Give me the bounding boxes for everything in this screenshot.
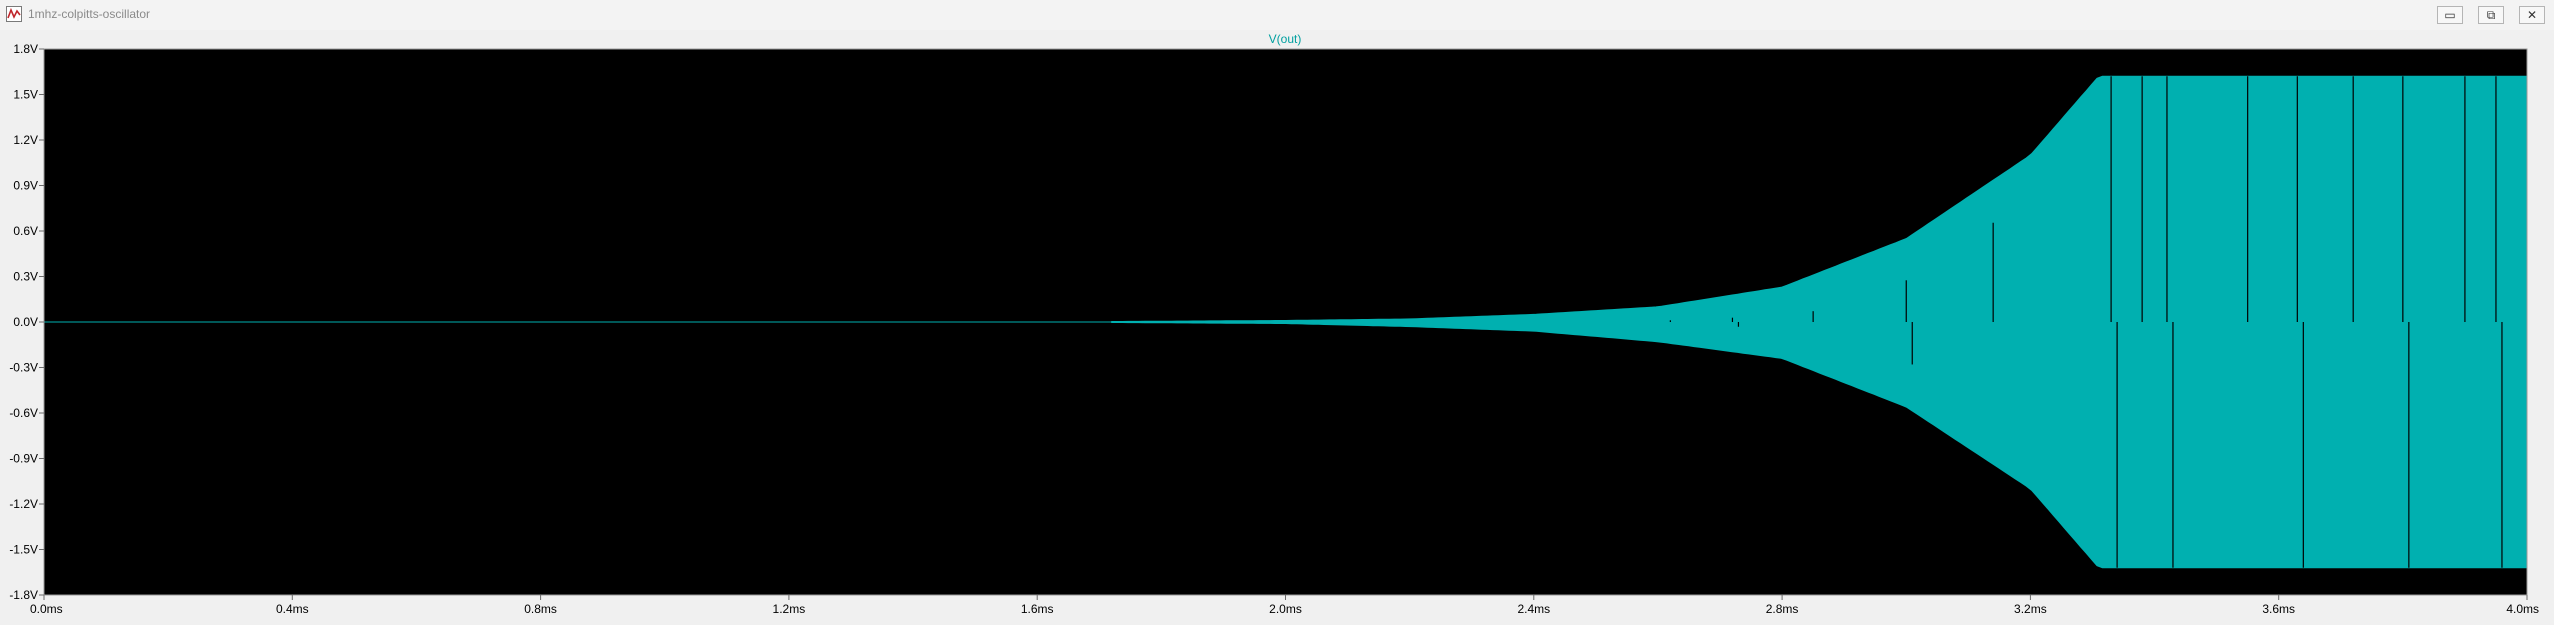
y-tick-label: 0.3V (13, 270, 38, 284)
y-tick-label: 1.8V (13, 42, 38, 56)
restore-button[interactable]: ⧉ (2478, 6, 2504, 24)
y-tick-label: 1.5V (13, 88, 38, 102)
y-tick-label: -0.9V (9, 452, 38, 466)
minimize-icon: ▭ (2444, 8, 2456, 22)
minimize-button[interactable]: ▭ (2437, 6, 2463, 24)
x-tick-label: 2.8ms (1766, 602, 1799, 616)
x-tick-label: 1.2ms (773, 602, 806, 616)
x-tick-label: 0.0ms (30, 602, 63, 616)
y-tick-label: 1.2V (13, 133, 38, 147)
close-button[interactable]: ✕ (2519, 6, 2545, 24)
x-tick-label: 0.4ms (276, 602, 309, 616)
y-tick-label: -0.6V (9, 406, 38, 420)
x-tick-label: 1.6ms (1021, 602, 1054, 616)
y-tick-label: 0.0V (13, 315, 38, 329)
trace-title[interactable]: V(out) (1269, 32, 1302, 46)
window-title: 1mhz-colpitts-oscillator (28, 7, 151, 21)
y-tick-label: -1.8V (9, 588, 38, 602)
y-tick-label: -1.5V (9, 543, 38, 557)
y-tick-label: -1.2V (9, 497, 38, 511)
y-tick-label: 0.9V (13, 179, 38, 193)
trace-layer (44, 75, 2528, 569)
x-tick-label: 0.8ms (524, 602, 557, 616)
x-tick-label: 2.4ms (1517, 602, 1550, 616)
y-tick-label: -0.3V (9, 361, 38, 375)
y-tick-label: 0.6V (13, 224, 38, 238)
waveform-app-icon (6, 6, 22, 22)
waveform-plot[interactable]: 1.8V 1.5V 1.2V 0.9V 0.6V 0.3V 0.0V -0.3V -0.6V -0… (0, 30, 2554, 625)
x-tick-label: 4.0ms (2506, 602, 2539, 616)
close-icon: ✕ (2526, 8, 2538, 22)
x-tick-label: 2.0ms (1269, 602, 1302, 616)
restore-icon: ⧉ (2486, 8, 2496, 22)
x-tick-label: 3.2ms (2014, 602, 2047, 616)
axis-layer: 1.8V 1.5V 1.2V 0.9V 0.6V 0.3V 0.0V -0.3V -0.6V -0… (9, 42, 2539, 616)
x-tick-label: 3.6ms (2262, 602, 2295, 616)
title-bar[interactable]: 1mhz-colpitts-oscillator ▭ ⧉ ✕ (0, 0, 2554, 31)
